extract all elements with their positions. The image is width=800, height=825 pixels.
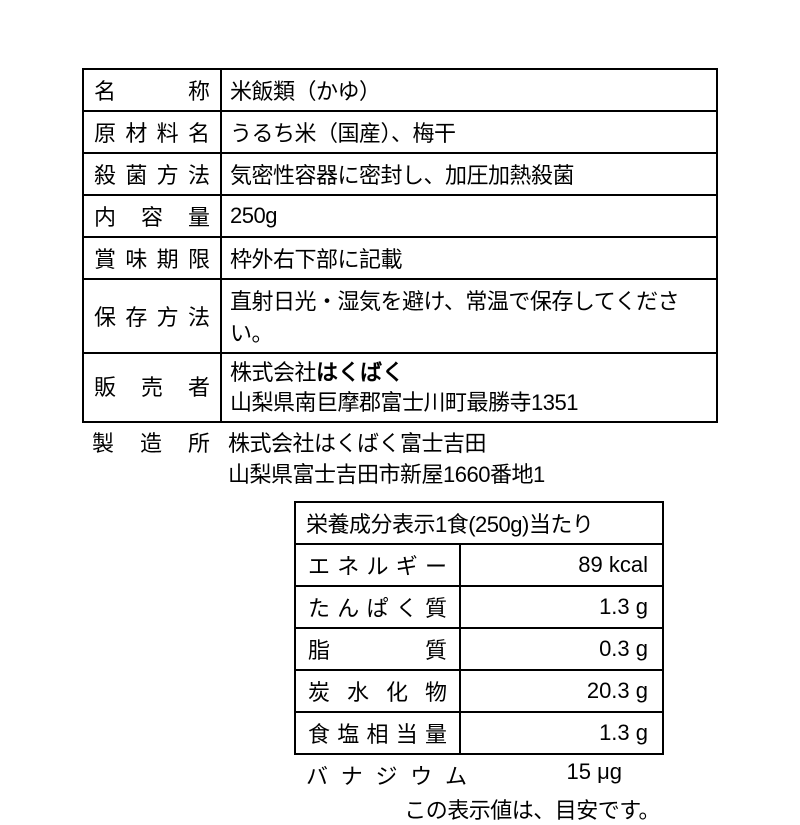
nutrition-label: 食塩相当量	[295, 712, 460, 754]
manufacturer-value: 株式会社はくばく富士吉田 山梨県富士吉田市新屋1660番地1	[220, 429, 545, 491]
row-label: 保存方法	[83, 279, 221, 353]
seller-address: 山梨県南巨摩郡富士川町最勝寺1351	[230, 390, 578, 415]
nutrition-extra: バナジウム 15 μg	[294, 755, 664, 791]
seller-label: 販売者	[83, 353, 221, 422]
row-value: 米飯類（かゆ）	[221, 69, 717, 111]
row-value: 250g	[221, 195, 717, 237]
nutrition-note: この表示値は、目安です。	[294, 793, 664, 825]
row-label: 殺菌方法	[83, 153, 221, 195]
manufacturer-name: 株式会社はくばく富士吉田	[228, 431, 486, 456]
seller-row: 販売者 株式会社はくばく 山梨県南巨摩郡富士川町最勝寺1351	[83, 353, 717, 422]
nutrition-section: 栄養成分表示1食(250g)当たり エネルギー 89 kcal たんぱく質 1.…	[294, 501, 664, 825]
product-info-table: 名称 米飯類（かゆ） 原材料名 うるち米（国産）、梅干 殺菌方法 気密性容器に密…	[82, 68, 718, 423]
row-value: 枠外右下部に記載	[221, 237, 717, 279]
nutrition-extra-label: バナジウム	[304, 759, 469, 791]
nutrition-value: 1.3 g	[460, 586, 663, 628]
nutrition-label: 炭水化物	[295, 670, 460, 712]
nutrition-value: 20.3 g	[460, 670, 663, 712]
nutrition-header-row: 栄養成分表示1食(250g)当たり	[295, 502, 663, 544]
table-row: たんぱく質 1.3 g	[295, 586, 663, 628]
manufacturer-address: 山梨県富士吉田市新屋1660番地1	[228, 462, 545, 487]
nutrition-extra-value: 15 μg	[469, 759, 654, 791]
seller-company-prefix: 株式会社	[230, 360, 316, 385]
table-row: 保存方法 直射日光・湿気を避け、常温で保存してください。	[83, 279, 717, 353]
table-row: エネルギー 89 kcal	[295, 544, 663, 586]
manufacturer-line: 製造所 株式会社はくばく富士吉田 山梨県富士吉田市新屋1660番地1	[82, 429, 718, 491]
table-row: 殺菌方法 気密性容器に密封し、加圧加熱殺菌	[83, 153, 717, 195]
manufacturer-label: 製造所	[82, 429, 220, 491]
row-value: 直射日光・湿気を避け、常温で保存してください。	[221, 279, 717, 353]
row-value: うるち米（国産）、梅干	[221, 111, 717, 153]
table-row: 炭水化物 20.3 g	[295, 670, 663, 712]
nutrition-label: エネルギー	[295, 544, 460, 586]
nutrition-table: 栄養成分表示1食(250g)当たり エネルギー 89 kcal たんぱく質 1.…	[294, 501, 664, 755]
nutrition-label: 脂質	[295, 628, 460, 670]
table-row: 内容量 250g	[83, 195, 717, 237]
row-label: 内容量	[83, 195, 221, 237]
nutrition-header: 栄養成分表示1食(250g)当たり	[295, 502, 663, 544]
table-row: 食塩相当量 1.3 g	[295, 712, 663, 754]
table-row: 名称 米飯類（かゆ）	[83, 69, 717, 111]
seller-company-brand: はくばく	[316, 360, 404, 385]
nutrition-label: たんぱく質	[295, 586, 460, 628]
seller-value: 株式会社はくばく 山梨県南巨摩郡富士川町最勝寺1351	[221, 353, 717, 422]
nutrition-value: 0.3 g	[460, 628, 663, 670]
table-row: 賞味期限 枠外右下部に記載	[83, 237, 717, 279]
row-label: 原材料名	[83, 111, 221, 153]
row-label: 賞味期限	[83, 237, 221, 279]
nutrition-value: 1.3 g	[460, 712, 663, 754]
table-row: 原材料名 うるち米（国産）、梅干	[83, 111, 717, 153]
row-value: 気密性容器に密封し、加圧加熱殺菌	[221, 153, 717, 195]
nutrition-value: 89 kcal	[460, 544, 663, 586]
row-label: 名称	[83, 69, 221, 111]
table-row: 脂質 0.3 g	[295, 628, 663, 670]
